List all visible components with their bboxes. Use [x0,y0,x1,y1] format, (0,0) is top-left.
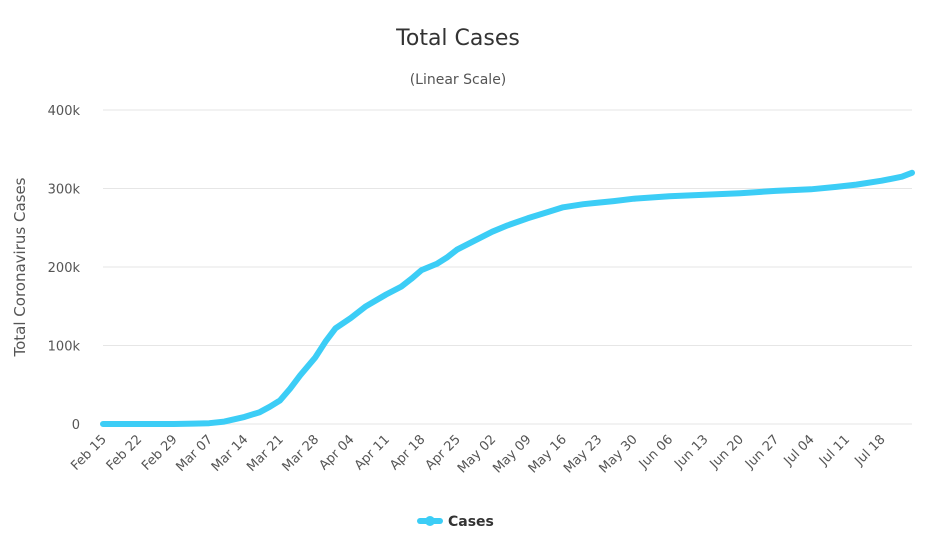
y-tick-label: 200k [48,261,81,276]
chart-title: Total Cases [395,26,520,51]
legend[interactable]: Cases [417,514,494,530]
x-tick-label: May 09 [490,432,534,476]
x-tick-label: Apr 18 [387,432,428,473]
x-tick-label: May 16 [526,432,570,476]
x-tick-label: Jul 04 [781,432,818,469]
x-tick-label: May 30 [596,432,640,476]
y-tick-label: 400k [48,104,81,119]
series-line-cases[interactable] [100,169,915,427]
series-layer [100,169,915,427]
x-tick-label: Jul 18 [851,432,888,469]
x-tick-label: Feb 29 [139,432,181,474]
x-tick-label: Jul 11 [816,432,853,469]
y-tick-label: 0 [72,418,80,433]
grid-lines [103,109,912,425]
x-tick-label: Jun 20 [707,432,747,472]
x-tick-label: May 23 [561,432,605,476]
x-tick-label: Mar 28 [280,432,323,475]
x-tick-label: Jun 13 [671,432,711,472]
legend-label-cases[interactable]: Cases [448,514,494,530]
y-axis-title: Total Coronavirus Cases [11,177,29,357]
x-tick-label: May 02 [455,432,499,476]
x-tick-label: Apr 04 [316,432,357,473]
legend-dot-marker [425,516,435,526]
x-tick-label: Jun 27 [742,432,782,472]
chart-subtitle: (Linear Scale) [410,72,507,88]
legend-swatch-cases[interactable] [417,516,443,526]
x-tick-label: Feb 22 [104,432,146,474]
y-axis-ticks: 0 100k 200k 300k 400k [48,104,81,433]
x-tick-label: Apr 11 [352,432,393,473]
x-tick-label: Jun 06 [636,432,676,472]
x-tick-label: Mar 14 [209,432,252,475]
x-tick-label: Feb 15 [68,432,110,474]
y-tick-label: 100k [48,340,81,355]
x-tick-label: Mar 07 [173,432,216,475]
y-tick-label: 300k [48,183,81,198]
x-tick-label: Mar 21 [244,432,287,475]
